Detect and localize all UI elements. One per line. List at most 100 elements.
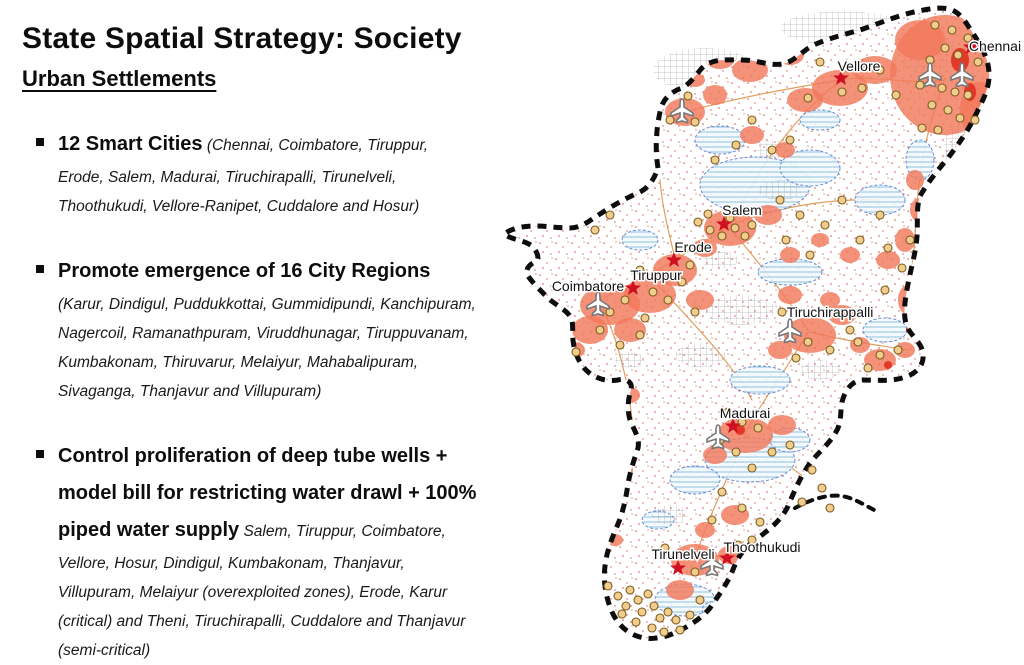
settlement-dot-icon	[775, 195, 785, 205]
settlement-dot-icon	[837, 195, 847, 205]
tamil-nadu-map: Chennai Vellore Salem Erode Tiruppur Coimbato…	[490, 0, 1024, 646]
settlement-dot-icon	[615, 340, 625, 350]
bullet-water-control: Control proliferation of deep tube wells…	[22, 438, 492, 665]
settlement-dot-icon	[825, 345, 835, 355]
settlement-dot-icon	[717, 231, 727, 241]
settlement-dot-icon	[737, 503, 747, 513]
settlement-dot-icon	[875, 65, 885, 75]
settlement-dot-icon	[795, 210, 805, 220]
settlement-dot-icon	[637, 607, 647, 617]
settlement-dot-icon	[777, 307, 787, 317]
map-city-label: Coimbatore	[552, 278, 625, 294]
urban-blobs	[565, 15, 990, 600]
settlement-dot-icon	[693, 217, 703, 227]
settlement-dot-icon	[660, 543, 670, 553]
settlement-dot-icon	[659, 627, 669, 637]
settlement-dot-icon	[930, 20, 940, 30]
settlement-dot-icon	[797, 497, 807, 507]
settlement-dot-icon	[631, 617, 641, 627]
settlement-dot-icon	[880, 285, 890, 295]
settlement-dot-icon	[803, 337, 813, 347]
slide-title: State Spatial Strategy: Society	[22, 22, 462, 55]
settlement-dot-icon	[825, 503, 835, 513]
settlement-dot-icon	[733, 540, 743, 550]
settlement-dot-icon	[755, 517, 765, 527]
settlement-dot-icon	[643, 589, 653, 599]
bullet-lead: 12 Smart Cities	[58, 133, 203, 155]
settlement-dot-icon	[805, 250, 815, 260]
settlement-dot-icon	[671, 615, 681, 625]
bullet-list: 12 Smart Cities (Chennai, Coimbatore, Ti…	[22, 126, 492, 665]
settlement-dot-icon	[731, 447, 741, 457]
settlement-dot-icon	[690, 307, 700, 317]
settlement-dot-icon	[970, 115, 980, 125]
settlement-dot-icon	[677, 277, 687, 287]
settlement-dot-icon	[747, 535, 757, 545]
settlement-dot-icon	[690, 567, 700, 577]
settlement-dot-icon	[747, 463, 757, 473]
bullet-lead: Control proliferation of deep tube wells…	[58, 445, 477, 541]
settlement-dot-icon	[883, 243, 893, 253]
settlement-dot-icon	[635, 330, 645, 340]
bullet-smart-cities: 12 Smart Cities (Chennai, Coimbatore, Ti…	[22, 126, 492, 221]
map-city-label: Tirunelveli	[651, 546, 714, 562]
settlement-dot-icon	[815, 57, 825, 67]
settlement-dot-icon	[595, 325, 605, 335]
settlement-dot-icon	[655, 613, 665, 623]
map-city-label: Tiruppur	[630, 267, 682, 283]
settlement-dot-icon	[767, 145, 777, 155]
settlement-dot-icon	[603, 581, 613, 591]
settlement-dot-icon	[853, 337, 863, 347]
settlement-dot-icon	[690, 117, 700, 127]
bullet-detail: (Chennai, Coimbatore, Tiruppur, Erode, S…	[58, 137, 429, 215]
settlement-dot-icon	[817, 483, 827, 493]
bullet-lead: Promote emergence of 16 City Regions	[58, 260, 431, 282]
settlement-dot-icon	[707, 515, 717, 525]
settlement-dot-icon	[963, 33, 973, 43]
settlement-dot-icon	[963, 90, 973, 100]
settlement-dot-icon	[937, 83, 947, 93]
map-city-label: Vellore	[838, 58, 881, 74]
settlement-dot-icon	[613, 591, 623, 601]
settlement-dot-icon	[785, 135, 795, 145]
settlement-dot-icon	[605, 307, 615, 317]
settlement-dot-icon	[927, 100, 937, 110]
settlement-dot-icon	[791, 353, 801, 363]
settlement-dot-icon	[767, 447, 777, 457]
settlement-dot-icon	[740, 231, 750, 241]
settlement-dot-icon	[807, 465, 817, 475]
settlement-dot-icon	[605, 210, 615, 220]
settlement-dot-icon	[893, 345, 903, 355]
settlement-dot-icon	[781, 235, 791, 245]
settlement-dot-icon	[633, 595, 643, 605]
settlement-dot-icon	[905, 235, 915, 245]
state-border	[501, 5, 992, 641]
settlement-dot-icon	[663, 295, 673, 305]
settlement-dot-icon	[940, 43, 950, 53]
settlement-dot-icon	[620, 295, 630, 305]
settlement-dot-icon	[648, 287, 658, 297]
settlement-dot-icon	[695, 595, 705, 605]
settlement-dot-icon	[683, 91, 693, 101]
settlement-dot-icon	[947, 25, 957, 35]
settlement-dot-icon	[897, 263, 907, 273]
settlement-dot-icon	[955, 113, 965, 123]
map-city-label: Madurai	[720, 405, 771, 421]
settlement-dot-icon	[753, 423, 763, 433]
settlement-dot-icon	[625, 585, 635, 595]
settlement-dot-icon	[647, 623, 657, 633]
bullet-detail: Salem, Tiruppur, Coimbatore, Vellore, Ho…	[58, 523, 466, 659]
settlement-dot-icon	[953, 50, 963, 60]
bullet-square-icon	[36, 450, 44, 458]
map-city-label: Chennai	[969, 38, 1021, 54]
settlement-dot-icon	[845, 325, 855, 335]
settlement-dot-icon	[649, 601, 659, 611]
settlement-dot-icon	[730, 223, 740, 233]
settlement-dot-icon	[703, 209, 713, 219]
map-city-label: Salem	[722, 202, 762, 218]
settlement-dot-icon	[915, 80, 925, 90]
bullet-square-icon	[36, 138, 44, 146]
settlement-dot-icon	[837, 87, 847, 97]
settlement-dot-icon	[785, 440, 795, 450]
bullet-detail: (Karur, Dindigul, Puddukkottai, Gummidip…	[58, 296, 476, 400]
